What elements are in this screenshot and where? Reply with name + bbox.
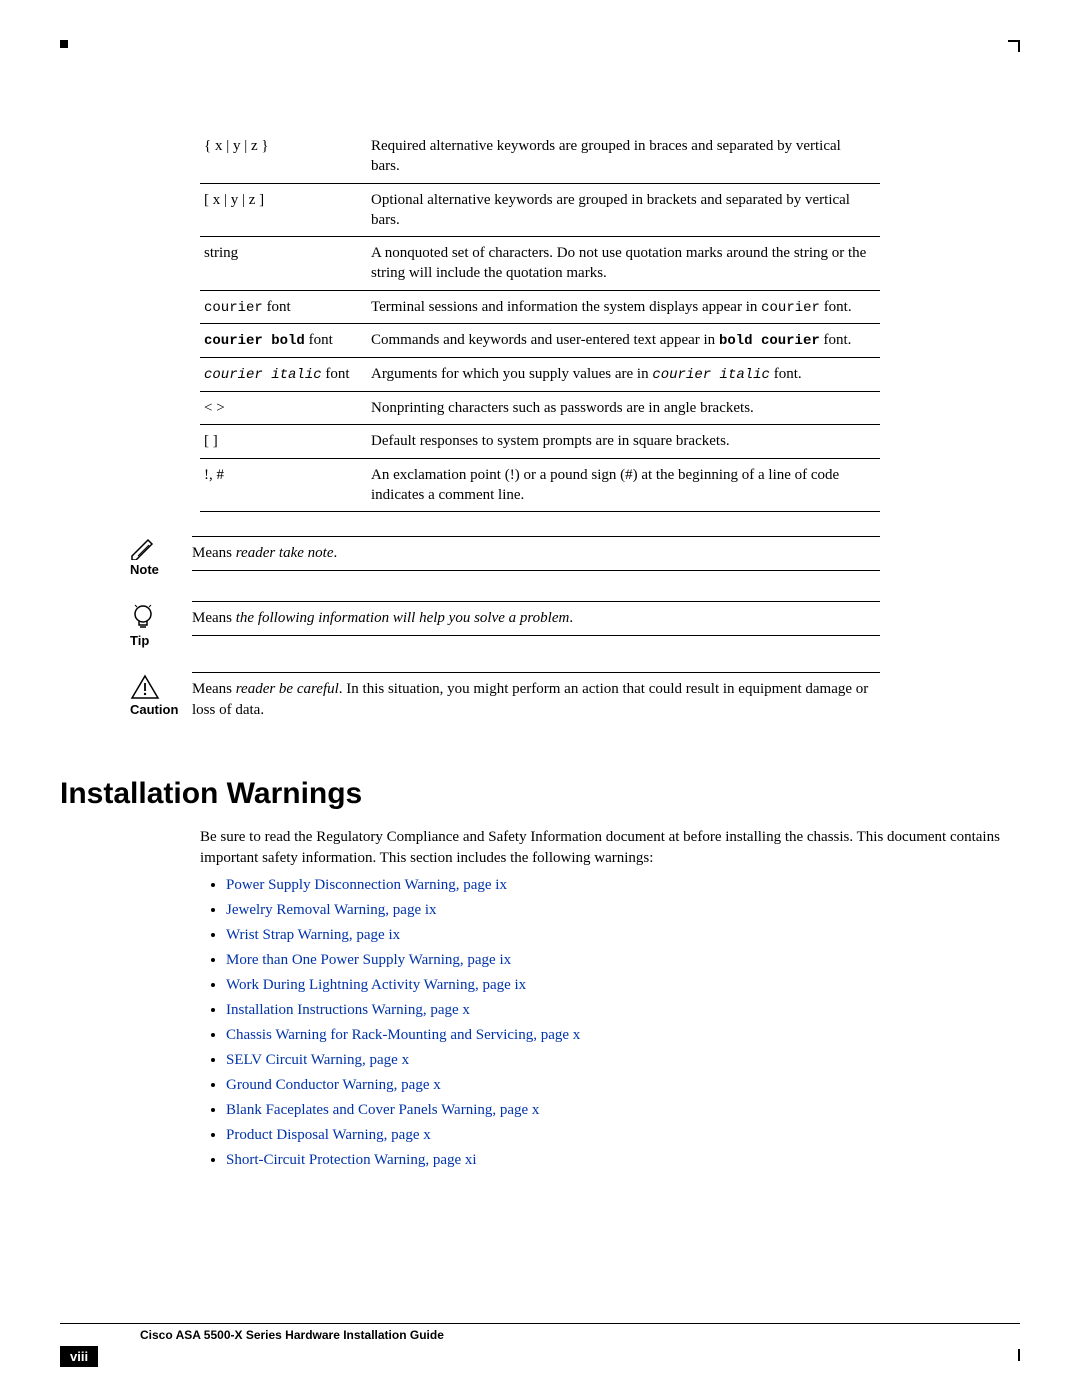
caution-block: Caution Means reader be careful. In this…	[130, 672, 880, 727]
warning-link[interactable]: Short-Circuit Protection Warning, page x…	[226, 1152, 1020, 1169]
caution-label: Caution	[130, 702, 192, 717]
table-row: !, #An exclamation point (!) or a pound …	[200, 458, 880, 512]
syntax-cell: courier font	[200, 290, 367, 324]
warning-link[interactable]: Chassis Warning for Rack-Mounting and Se…	[226, 1027, 1020, 1044]
description-cell: Terminal sessions and information the sy…	[367, 290, 880, 324]
page-footer: Cisco ASA 5500-X Series Hardware Install…	[60, 1323, 1020, 1367]
tip-block: Tip Means the following information will…	[130, 601, 880, 648]
table-row: stringA nonquoted set of characters. Do …	[200, 237, 880, 291]
syntax-cell: [ x | y | z ]	[200, 183, 367, 237]
lightbulb-icon	[130, 603, 156, 631]
description-cell: Default responses to system prompts are …	[367, 425, 880, 458]
syntax-cell: { x | y | z }	[200, 130, 367, 183]
warning-triangle-icon	[130, 674, 160, 700]
page: { x | y | z }Required alternative keywor…	[0, 0, 1080, 1397]
table-row: [ ]Default responses to system prompts a…	[200, 425, 880, 458]
crop-mark-top-right-h	[1008, 40, 1020, 42]
table-row: courier fontTerminal sessions and inform…	[200, 290, 880, 324]
pencil-icon	[130, 538, 158, 560]
description-cell: Arguments for which you supply values ar…	[367, 358, 880, 392]
tip-body: Means the following information will hel…	[192, 601, 880, 636]
warning-link[interactable]: More than One Power Supply Warning, page…	[226, 952, 1020, 969]
table-row: courier bold fontCommands and keywords a…	[200, 324, 880, 358]
footer-doc-title: Cisco ASA 5500-X Series Hardware Install…	[140, 1328, 1020, 1342]
syntax-cell: courier italic font	[200, 358, 367, 392]
warning-link[interactable]: Blank Faceplates and Cover Panels Warnin…	[226, 1102, 1020, 1119]
description-cell: Required alternative keywords are groupe…	[367, 130, 880, 183]
warning-link[interactable]: Product Disposal Warning, page x	[226, 1127, 1020, 1144]
syntax-cell: string	[200, 237, 367, 291]
warnings-link-list: Power Supply Disconnection Warning, page…	[226, 877, 1020, 1169]
crop-mark-top-left	[60, 40, 68, 48]
table-row: [ x | y | z ]Optional alternative keywor…	[200, 183, 880, 237]
intro-paragraph: Be sure to read the Regulatory Complianc…	[200, 827, 1020, 869]
warning-link[interactable]: Power Supply Disconnection Warning, page…	[226, 877, 1020, 894]
description-cell: Optional alternative keywords are groupe…	[367, 183, 880, 237]
tip-label: Tip	[130, 633, 192, 648]
syntax-cell: [ ]	[200, 425, 367, 458]
section-heading: Installation Warnings	[60, 777, 1020, 811]
warning-link[interactable]: Ground Conductor Warning, page x	[226, 1077, 1020, 1094]
table-row: < >Nonprinting characters such as passwo…	[200, 392, 880, 425]
warning-link[interactable]: SELV Circuit Warning, page x	[226, 1052, 1020, 1069]
warning-link[interactable]: Wrist Strap Warning, page ix	[226, 927, 1020, 944]
caution-body: Means reader be careful. In this situati…	[192, 672, 880, 727]
note-block: Note Means reader take note.	[130, 536, 880, 577]
table-row: { x | y | z }Required alternative keywor…	[200, 130, 880, 183]
note-label: Note	[130, 562, 192, 577]
description-cell: A nonquoted set of characters. Do not us…	[367, 237, 880, 291]
warning-link[interactable]: Jewelry Removal Warning, page ix	[226, 902, 1020, 919]
description-cell: Nonprinting characters such as passwords…	[367, 392, 880, 425]
warning-link[interactable]: Work During Lightning Activity Warning, …	[226, 977, 1020, 994]
main-content: { x | y | z }Required alternative keywor…	[200, 130, 1020, 1169]
warning-link[interactable]: Installation Instructions Warning, page …	[226, 1002, 1020, 1019]
table-row: courier italic fontArguments for which y…	[200, 358, 880, 392]
page-number: viii	[60, 1346, 98, 1367]
crop-mark-bottom-right	[1018, 1349, 1020, 1361]
conventions-table: { x | y | z }Required alternative keywor…	[200, 130, 880, 512]
note-body: Means reader take note.	[192, 536, 880, 571]
description-cell: An exclamation point (!) or a pound sign…	[367, 458, 880, 512]
syntax-cell: < >	[200, 392, 367, 425]
syntax-cell: !, #	[200, 458, 367, 512]
description-cell: Commands and keywords and user-entered t…	[367, 324, 880, 358]
syntax-cell: courier bold font	[200, 324, 367, 358]
